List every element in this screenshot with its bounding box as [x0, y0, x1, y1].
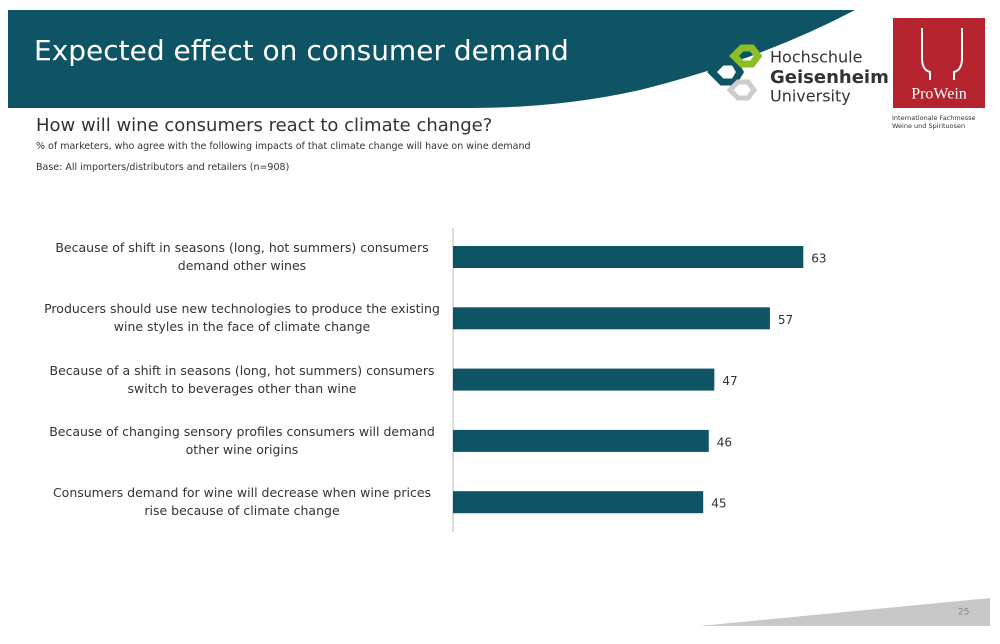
category-label: Producers should use new technologies to…	[44, 301, 440, 335]
footer-wedge	[700, 598, 990, 626]
bar	[453, 491, 704, 514]
value-label: 57	[778, 313, 793, 327]
chart-note: Base: All importers/distributors and ret…	[36, 162, 290, 173]
bar	[453, 368, 715, 391]
category-label: Consumers demand for wine will decrease …	[52, 485, 432, 519]
bar	[453, 429, 709, 452]
university-name: University	[770, 87, 851, 106]
chart-title: How will wine consumers react to climate…	[36, 115, 493, 136]
bar	[453, 307, 770, 330]
header-title: Expected effect on consumer demand	[34, 34, 569, 67]
university-name: Hochschule	[770, 48, 862, 67]
fair-logo-icon	[921, 28, 963, 80]
header-banner	[8, 10, 855, 108]
fair-name: ProWein	[911, 86, 967, 103]
bar	[453, 246, 804, 268]
chart-subtitle: % of marketers, who agree with the follo…	[36, 141, 531, 152]
category-label: Because of a shift in seasons (long, hot…	[49, 362, 435, 396]
page-number: 25	[958, 608, 969, 618]
university-name: Geisenheim	[770, 67, 889, 88]
fair-tagline: Internationale Fachmesse	[892, 114, 975, 122]
category-label: Because of changing sensory profiles con…	[49, 423, 435, 457]
fair-logo	[893, 18, 985, 108]
value-label: 63	[811, 252, 826, 266]
category-label: Because of shift in seasons (long, hot s…	[55, 240, 429, 273]
value-label: 46	[717, 435, 732, 449]
value-label: 45	[711, 497, 726, 511]
university-logo-icon	[707, 44, 763, 101]
value-label: 47	[722, 374, 737, 388]
fair-tagline: Weine und Spirituosen	[892, 122, 965, 130]
